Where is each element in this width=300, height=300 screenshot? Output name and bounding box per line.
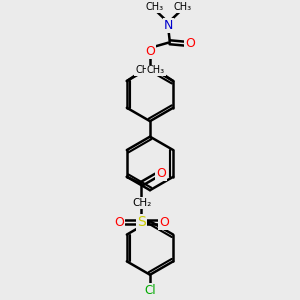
Text: O: O	[185, 37, 195, 50]
Text: S: S	[137, 215, 146, 230]
Text: O: O	[114, 216, 124, 229]
Text: CH₃: CH₃	[173, 2, 191, 12]
Text: O: O	[145, 45, 155, 58]
Text: O: O	[156, 167, 166, 181]
Text: O: O	[159, 216, 169, 229]
Text: CH₃: CH₃	[135, 65, 153, 75]
Text: N: N	[164, 19, 173, 32]
Text: Cl: Cl	[144, 284, 156, 297]
Text: CH₃: CH₃	[147, 65, 165, 75]
Text: CH₂: CH₂	[132, 198, 152, 208]
Text: CH₃: CH₃	[145, 2, 163, 12]
